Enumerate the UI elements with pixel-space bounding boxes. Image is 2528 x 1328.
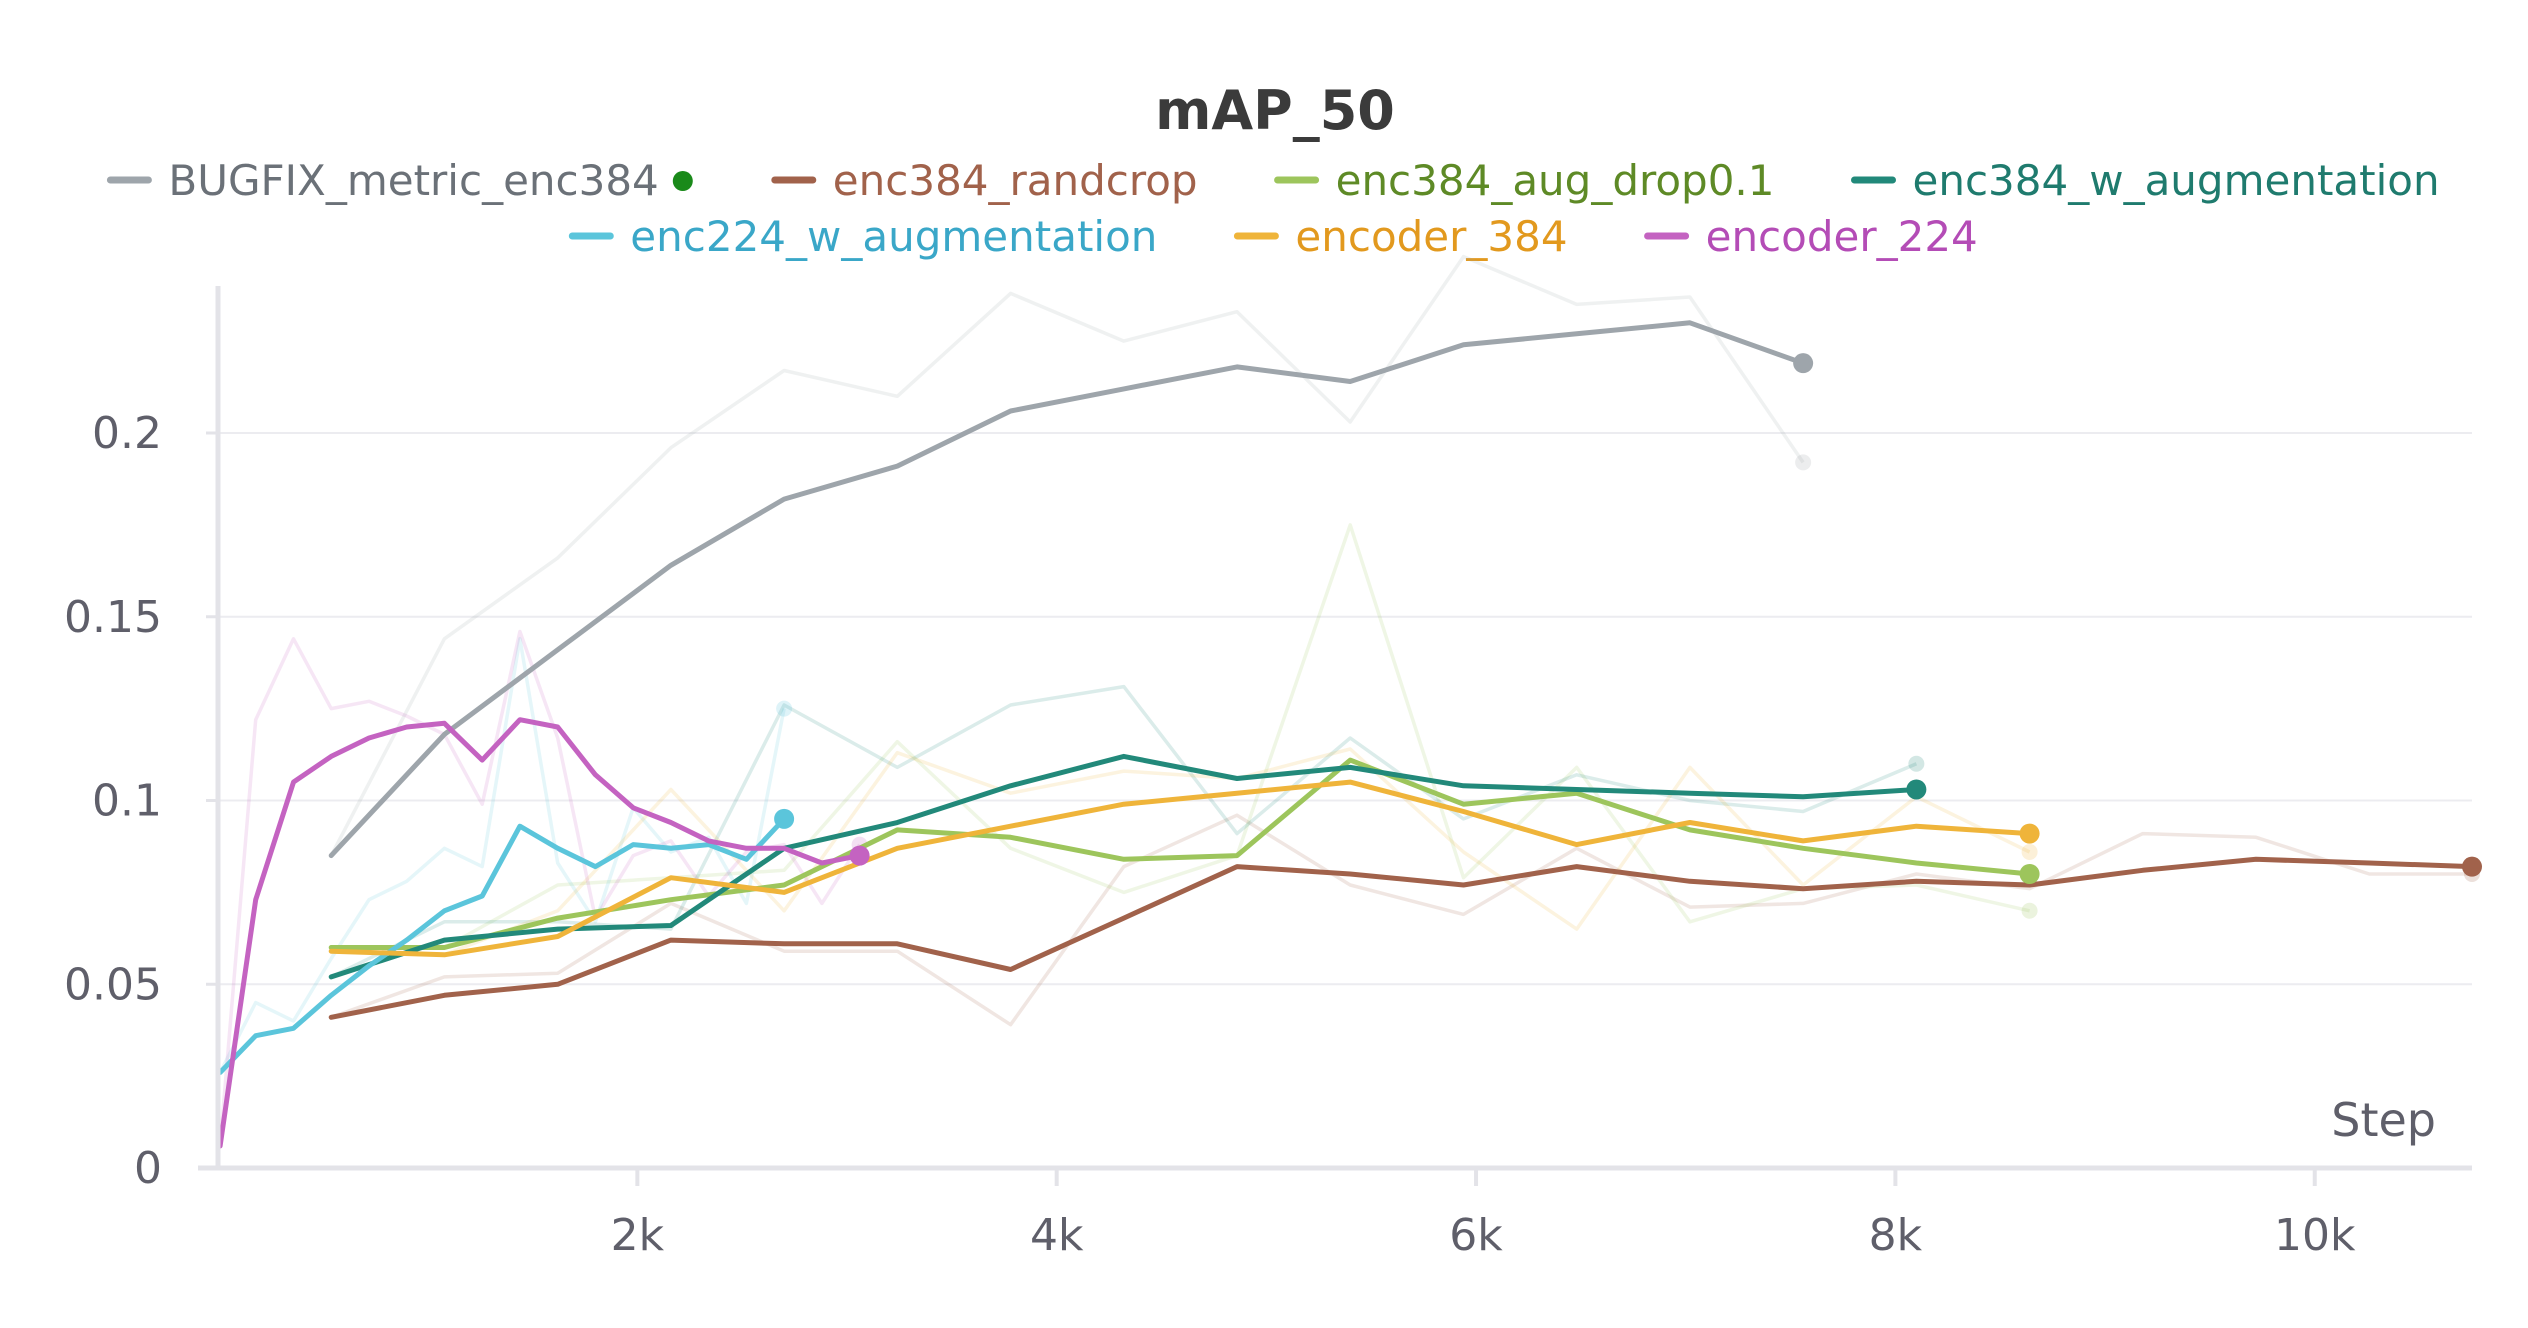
legend-item: enc384_randcrop <box>771 156 1198 205</box>
raw-series-layer <box>218 254 2480 1147</box>
y-tick-label: 0.05 <box>64 959 162 1010</box>
grid-lines <box>218 432 2472 986</box>
legend-label: BUGFIX_metric_enc384 <box>168 156 658 205</box>
series-end-point <box>1793 353 1814 374</box>
series-end-point <box>774 808 795 829</box>
x-tick-label: 8k <box>1869 1210 1923 1261</box>
series-raw-end-point <box>1795 454 1812 471</box>
legend-status-dot <box>672 171 693 191</box>
series-line <box>328 856 2475 1020</box>
legend-item: enc384_aug_drop0.1 <box>1274 156 1775 205</box>
y-tick-label: 0.1 <box>92 776 162 827</box>
legend: BUGFIX_metric_enc384 enc384_randcrop enc38… <box>106 156 2440 261</box>
series-raw-line <box>331 523 2030 950</box>
series-line <box>217 717 863 1149</box>
x-tick-label: 10k <box>2274 1210 2356 1261</box>
y-tick-label: 0.15 <box>64 592 162 643</box>
legend-item: enc224_w_augmentation <box>568 212 1157 261</box>
series-end-point <box>1906 779 1927 800</box>
legend-item: BUGFIX_metric_enc384 <box>106 156 693 205</box>
series-raw-end-point <box>1908 755 1925 772</box>
legend-item: encoder_384 <box>1233 212 1568 261</box>
chart-title: mAP_50 <box>1155 79 1395 142</box>
series-line <box>217 816 787 1075</box>
legend-label: enc224_w_augmentation <box>630 212 1157 261</box>
series-raw-line <box>331 747 2031 957</box>
legend-label: enc384_aug_drop0.1 <box>1336 156 1775 205</box>
x-axis-label: Step <box>2331 1093 2436 1147</box>
x-tick-label: 6k <box>1449 1210 1503 1261</box>
series-end-point <box>2462 856 2482 877</box>
smoothed-series-layer <box>217 320 2482 1149</box>
series-line <box>328 753 1919 980</box>
legend-label: encoder_224 <box>1706 212 1978 261</box>
series-raw-end-point <box>776 700 793 717</box>
series-raw-end-point <box>2021 902 2038 919</box>
legend-label: encoder_384 <box>1295 212 1567 261</box>
y-tick-label: 0.2 <box>92 408 162 459</box>
legend-label: enc384_randcrop <box>833 156 1198 205</box>
axes: 0 0.05 0.1 0.15 0.2 2k 4k 6k 8k 10k <box>64 286 2472 1261</box>
series-end-point <box>849 845 870 866</box>
x-tick-label: 2k <box>611 1210 665 1261</box>
y-tick-label: 0 <box>134 1143 162 1194</box>
series-end-point <box>2019 864 2040 884</box>
x-tick-label: 4k <box>1030 1210 1084 1261</box>
series-line <box>328 779 2033 958</box>
legend-item: encoder_224 <box>1644 212 1978 261</box>
legend-item: enc384_w_augmentation <box>1851 156 2440 205</box>
series-line <box>328 320 1806 859</box>
series-raw-line <box>329 254 1805 857</box>
series-end-point <box>2019 823 2040 844</box>
series-raw-end-point <box>2021 843 2038 860</box>
legend-label: enc384_w_augmentation <box>1913 156 2440 205</box>
